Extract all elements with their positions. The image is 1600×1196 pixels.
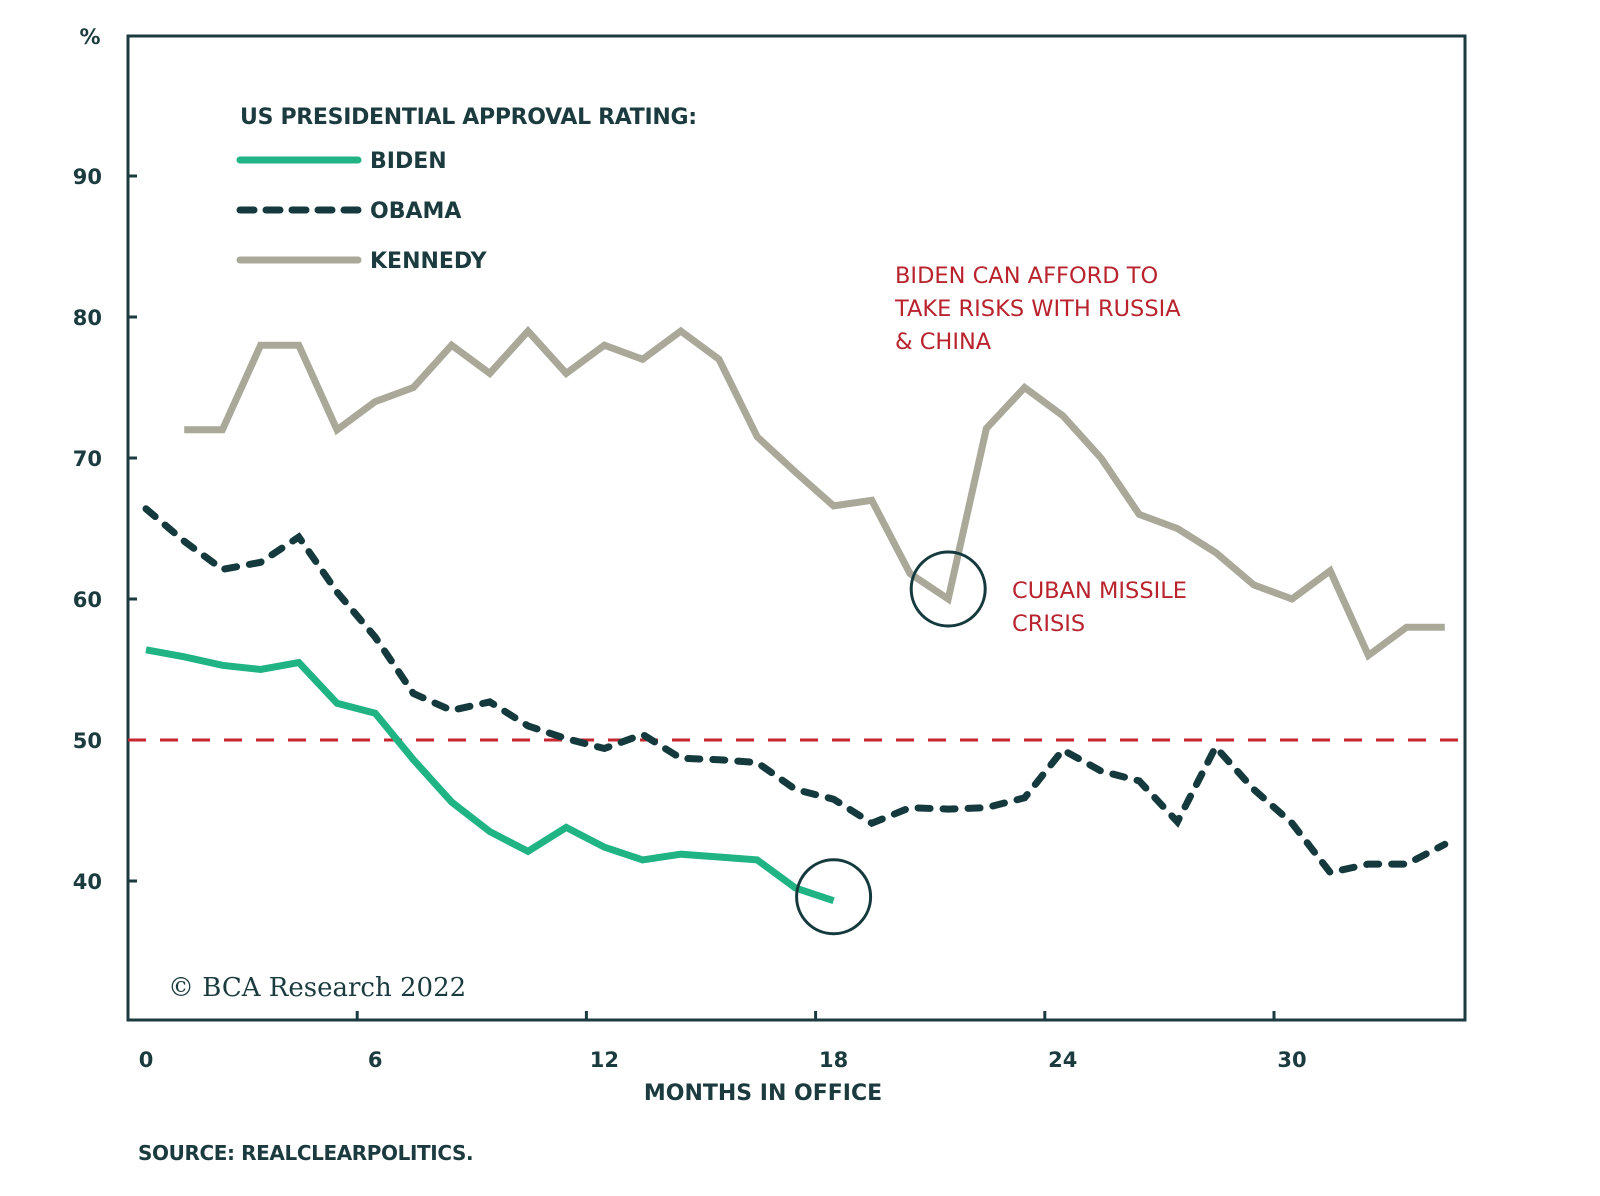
legend: US PRESIDENTIAL APPROVAL RATING: BIDEN O… [236,105,697,274]
annotation-line: TAKE RISKS WITH RUSSIA [894,296,1181,322]
annotation-biden-risks: BIDEN CAN AFFORD TO TAKE RISKS WITH RUSS… [894,263,1181,355]
legend-label-kennedy: KENNEDY [370,249,488,274]
x-tick-label: 0 [139,1048,154,1072]
x-tick-label: 12 [590,1048,619,1072]
highlight-circle-kennedy [909,550,987,628]
series-line-biden [145,646,835,905]
x-tick-label: 6 [368,1048,383,1072]
series-line-obama [142,505,1449,877]
y-tick-label: 80 [73,306,102,330]
x-tick-label: 24 [1048,1048,1077,1072]
series-layer [142,325,1449,905]
highlight-circle-biden [795,858,873,936]
x-tick-label: 18 [819,1048,848,1072]
source-note: SOURCE: REALCLEARPOLITICS. [138,1141,473,1165]
copyright-notice: © BCA Research 2022 [168,973,466,1003]
legend-label-biden: BIDEN [370,149,447,174]
highlight-circles [795,550,987,936]
y-tick-label: 50 [73,729,102,753]
plot-frame [126,34,1467,1022]
legend-title: US PRESIDENTIAL APPROVAL RATING: [240,105,697,130]
y-axis-ticks: 40 50 60 70 80 90 [73,165,137,894]
x-tick-label: 30 [1277,1048,1306,1072]
legend-label-obama: OBAMA [370,199,461,224]
annotation-cuban-missile-crisis: CUBAN MISSILE CRISIS [1012,578,1187,637]
y-tick-label: 60 [73,588,102,612]
y-tick-label: 90 [73,165,102,189]
y-tick-label: 40 [73,870,102,894]
y-axis-unit-label: % [79,25,100,49]
annotation-line: & CHINA [895,329,992,355]
series-line-kennedy [184,325,1445,661]
x-axis-title: MONTHS IN OFFICE [644,1081,882,1106]
annotation-line: BIDEN CAN AFFORD TO [895,263,1158,289]
y-tick-label: 70 [73,447,102,471]
annotation-line: CRISIS [1012,611,1085,637]
annotation-line: CUBAN MISSILE [1012,578,1187,604]
x-axis-ticks: 0 6 12 18 24 30 [139,1011,1307,1072]
